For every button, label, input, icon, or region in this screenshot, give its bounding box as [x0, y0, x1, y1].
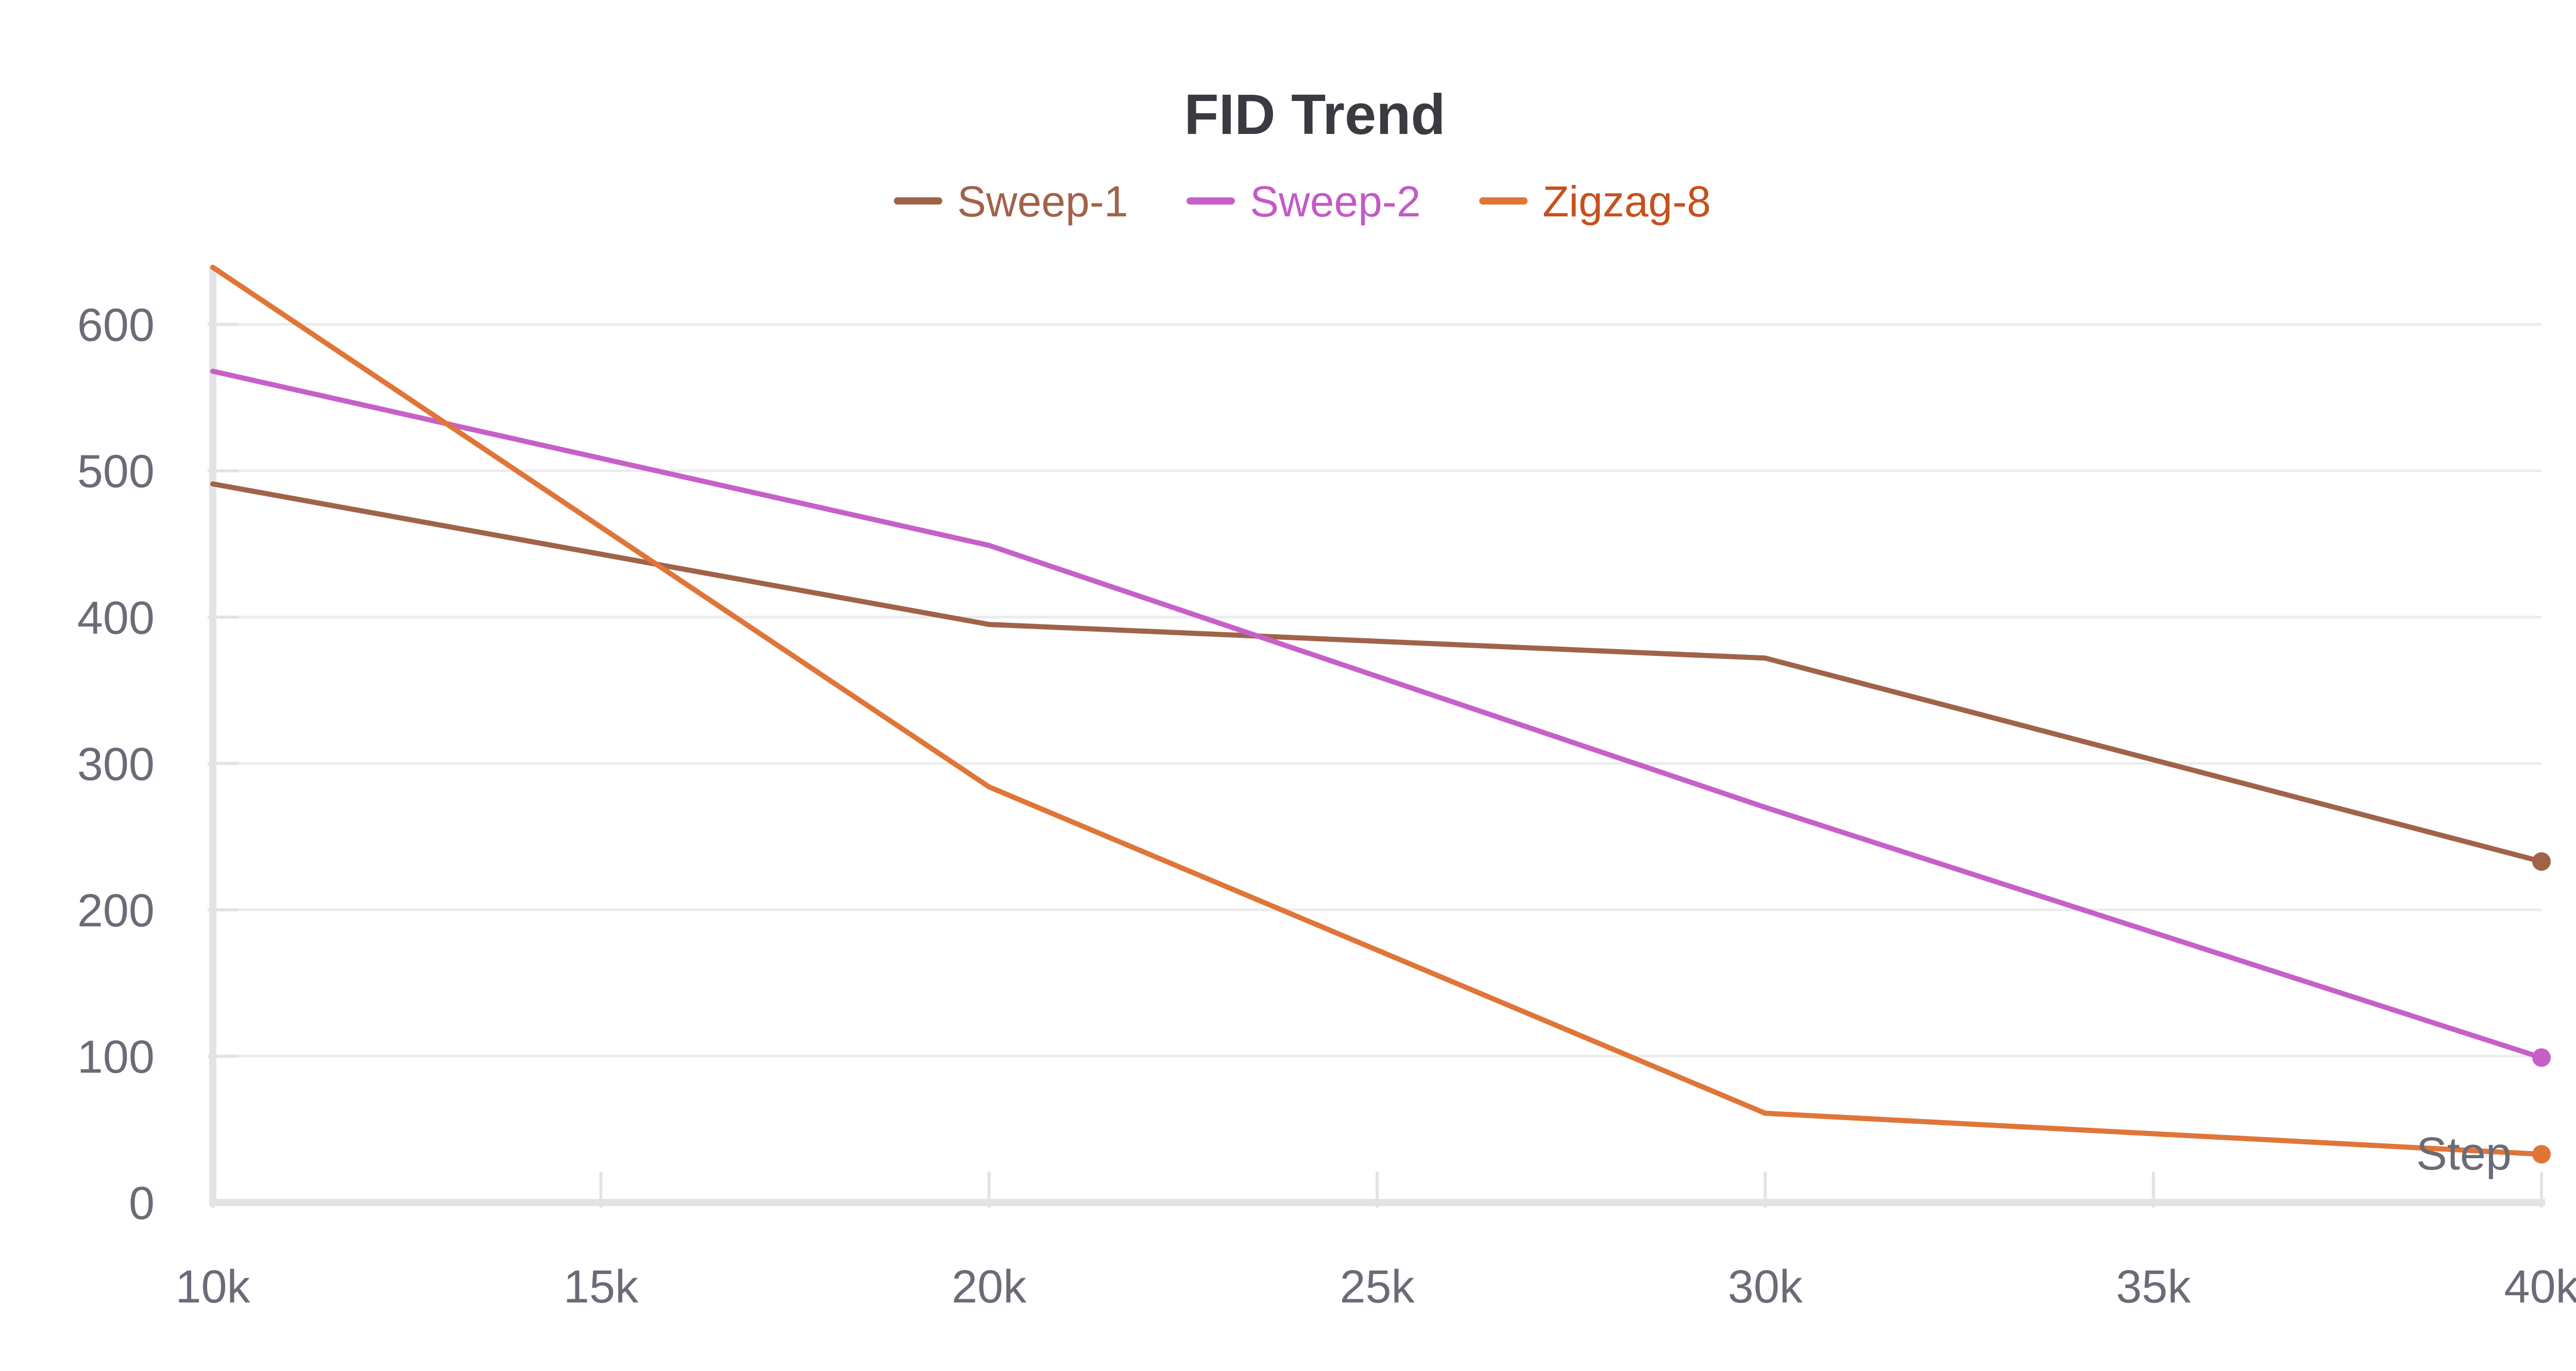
series-line-sweep-1[interactable] — [210, 481, 2544, 865]
series-lines[interactable] — [210, 264, 2551, 1164]
y-tick-label: 100 — [77, 1031, 155, 1083]
chart-title: FID Trend — [1184, 83, 1445, 146]
x-tick-label: 10k — [175, 1261, 250, 1313]
axes: 0 100 200 300 400 500 600 10k 15k 20k 25k 30k 35k 40k — [77, 266, 2576, 1313]
x-tick-label: 35k — [2116, 1261, 2191, 1313]
x-tick-label: 30k — [1728, 1261, 1803, 1313]
series-endpoint-sweep-2[interactable] — [2532, 1048, 2551, 1067]
x-axis-label: Step — [2416, 1128, 2512, 1180]
x-tick-label: 15k — [564, 1261, 639, 1313]
legend-item-sweep-2[interactable]: Sweep-2 — [1187, 177, 1421, 226]
series-endpoint-sweep-1[interactable] — [2532, 852, 2551, 871]
legend-item-sweep-1[interactable]: Sweep-1 — [894, 177, 1128, 226]
legend-label: Zigzag-8 — [1543, 177, 1711, 226]
x-tick-label: 40k — [2504, 1261, 2576, 1313]
legend[interactable]: Sweep-1 Sweep-2 Zigzag-8 — [894, 177, 1711, 226]
series-line-sweep-2[interactable] — [210, 368, 2544, 1060]
legend-label: Sweep-1 — [957, 177, 1128, 226]
series-endpoint-zigzag-8[interactable] — [2532, 1145, 2551, 1164]
y-tick-label: 500 — [77, 446, 155, 498]
series-line-zigzag-8[interactable] — [210, 264, 2544, 1157]
y-tick-label: 200 — [77, 885, 155, 937]
x-tick-label: 25k — [1340, 1261, 1415, 1313]
y-tick-label: 400 — [77, 593, 155, 644]
x-tick-label: 20k — [952, 1261, 1027, 1313]
y-tick-label: 600 — [77, 300, 155, 351]
legend-item-zigzag-8[interactable]: Zigzag-8 — [1479, 177, 1711, 226]
y-tick-label: 300 — [77, 739, 155, 790]
gridlines — [213, 323, 2541, 1058]
y-tick-label: 0 — [129, 1178, 155, 1229]
legend-label: Sweep-2 — [1250, 177, 1421, 226]
